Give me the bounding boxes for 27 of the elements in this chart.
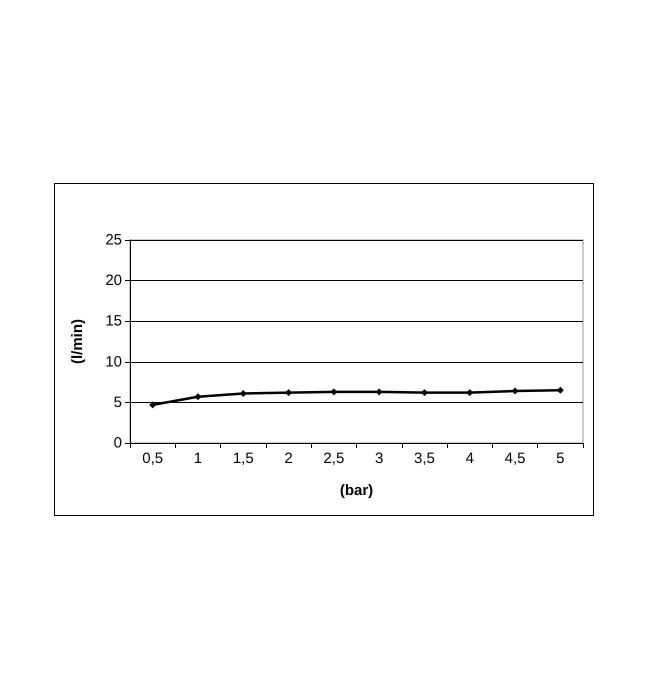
point (194, 393, 202, 400)
point (149, 401, 156, 408)
x-tick-label: 0,5 (142, 450, 164, 467)
x-tick-label: 3 (374, 450, 384, 467)
y-tick-label: 25 (105, 232, 122, 248)
y-tick-label: 15 (105, 312, 122, 330)
x-tick-label: 5 (556, 450, 565, 467)
x-axis-title: (bar) (340, 482, 374, 499)
x-tick-label: 2,5 (323, 450, 344, 467)
y-axis-title: (l/min) (69, 319, 86, 364)
y-tick-label: 20 (105, 272, 122, 290)
y-tick-label: 0 (114, 434, 122, 452)
point (466, 389, 474, 396)
point (330, 388, 338, 396)
point (556, 386, 564, 394)
y-tick-label: 10 (105, 353, 122, 370)
x-tick-label: 4 (466, 450, 474, 467)
point (376, 388, 383, 396)
point (240, 390, 247, 397)
x-tick-label: 1,5 (232, 450, 254, 467)
y-tick-label: 5 (114, 394, 122, 411)
x-tick-label: 3,5 (414, 450, 435, 467)
x-tick-label: 2 (284, 450, 293, 467)
point (285, 389, 292, 396)
x-tick-label: 4,5 (504, 450, 526, 467)
x-tick-label: 1 (194, 450, 202, 467)
point (420, 389, 428, 396)
